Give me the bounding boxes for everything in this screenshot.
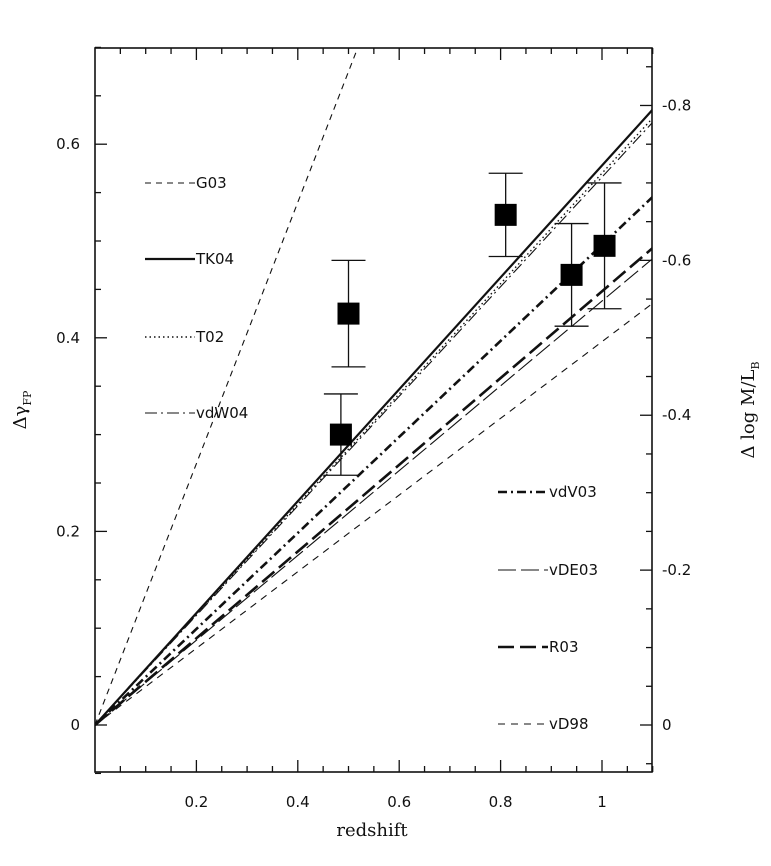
legend-label-r03: R03 xyxy=(549,638,579,656)
right-axis-label-main: Δ log M/L xyxy=(738,370,759,459)
series-line-vdw04 xyxy=(95,122,652,726)
data-marker xyxy=(494,203,517,226)
legend-label-vde03: vDE03 xyxy=(549,561,598,579)
series-line-tk04 xyxy=(95,108,652,726)
data-point xyxy=(323,393,358,476)
series-line-vde03 xyxy=(95,258,652,726)
legend-label-tk04: TK04 xyxy=(195,250,234,268)
legend-label-g03: G03 xyxy=(196,174,227,192)
y-axis-label-sub: FP xyxy=(21,390,34,406)
legend-label-t02: T02 xyxy=(195,328,224,346)
data-point xyxy=(331,259,366,368)
right-tick-label: -0.6 xyxy=(662,251,691,269)
series-line-vd98 xyxy=(95,303,652,726)
series-line-g03 xyxy=(95,48,359,726)
axis-ticks xyxy=(95,46,654,775)
right-axis-label: Δ log M/LB xyxy=(738,361,762,458)
data-point xyxy=(554,222,589,327)
y-axis-label-main: Δγ xyxy=(10,406,31,430)
y-tick-label: 0.4 xyxy=(56,329,80,347)
data-marker xyxy=(337,302,360,325)
data-marker xyxy=(560,263,583,286)
series-line-vdv03 xyxy=(95,195,652,726)
tick-labels: 0.2 0.4 0.6 0.8 1 0 0.2 0.4 0.6 0 -0.2 -0.4 -0.6 -0.8 xyxy=(56,96,691,811)
x-tick-label: 1 xyxy=(597,793,607,811)
plot-frame xyxy=(94,47,653,773)
legend-label-vdv03: vdV03 xyxy=(549,483,597,501)
model-lines xyxy=(95,48,652,726)
right-axis-label-sub: B xyxy=(749,361,762,369)
x-tick-label: 0.8 xyxy=(489,793,513,811)
x-tick-label: 0.2 xyxy=(184,793,208,811)
data-points xyxy=(323,172,622,476)
data-point xyxy=(488,172,523,258)
right-tick-label: 0 xyxy=(662,716,672,734)
x-axis-label: redshift xyxy=(336,820,408,841)
data-marker xyxy=(593,234,616,257)
data-marker xyxy=(329,423,352,446)
right-tick-label: -0.2 xyxy=(662,561,691,579)
series-line-r03 xyxy=(95,246,652,726)
x-tick-label: 0.4 xyxy=(286,793,310,811)
legend: G03 TK04 T02 vdW04 vdV03 vDE03 R03 vD98 xyxy=(145,174,598,733)
x-tick-label: 0.6 xyxy=(387,793,411,811)
right-tick-label: -0.8 xyxy=(662,96,691,114)
legend-label-vd98: vD98 xyxy=(549,715,589,733)
y-tick-label: 0.2 xyxy=(56,522,80,540)
data-point xyxy=(587,182,622,310)
y-tick-label: 0.6 xyxy=(56,135,80,153)
right-tick-label: -0.4 xyxy=(662,406,691,424)
legend-label-vdw04: vdW04 xyxy=(196,404,248,422)
y-axis-label: ΔγFP xyxy=(10,390,34,429)
y-tick-label: 0 xyxy=(70,716,80,734)
